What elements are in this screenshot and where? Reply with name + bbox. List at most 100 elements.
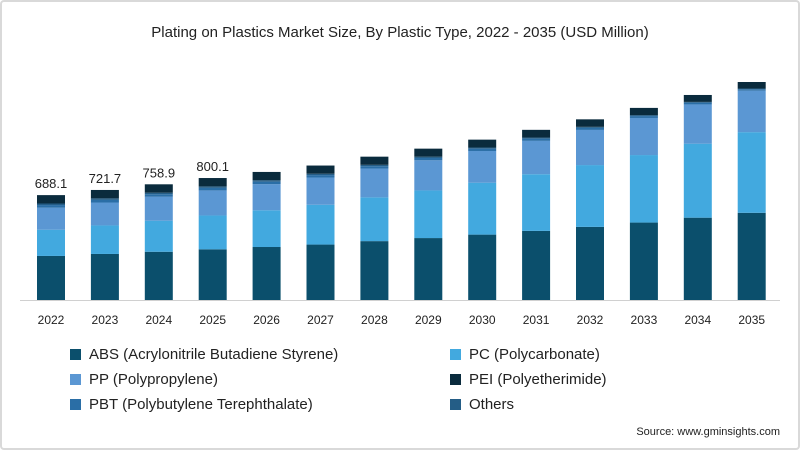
bar-segment-2030-0 [468, 234, 497, 300]
bar-segment-2025-5 [198, 178, 227, 187]
bar-segment-2032-4 [576, 126, 604, 128]
bar-segment-2022-3 [37, 205, 65, 208]
bar-segment-2025-1 [198, 215, 227, 250]
bar-segment-2034-1 [683, 143, 712, 218]
x-tick-label: 2030 [469, 313, 496, 327]
data-label: 758.9 [143, 165, 176, 180]
bar-segment-2028-2 [360, 168, 389, 198]
bar-segment-2031-4 [522, 137, 551, 139]
bar-segment-2024-0 [144, 251, 173, 300]
bar-segment-2028-5 [360, 156, 389, 165]
legend-label: PEI (Polyetherimide) [469, 371, 607, 388]
bar-segment-2031-2 [522, 140, 551, 175]
legend-item: PC (Polycarbonate) [450, 346, 600, 363]
bar-segment-2028-1 [360, 197, 389, 242]
x-tick-label: 2026 [253, 313, 280, 327]
legend-item: PBT (Polybutylene Terephthalate) [70, 396, 313, 413]
bar-segment-2028-4 [360, 164, 389, 167]
bar-segment-2025-0 [198, 249, 227, 300]
bar-segment-2023-3 [90, 199, 119, 203]
bar-segment-2032-0 [576, 226, 604, 300]
bar-segment-2023-5 [90, 189, 119, 199]
legend-swatch [70, 399, 81, 410]
bar-segment-2030-1 [468, 182, 497, 235]
bar-segment-2022-0 [37, 255, 65, 300]
x-tick-label: 2027 [307, 313, 334, 327]
bar-segment-2034-0 [683, 217, 712, 300]
legend-label: ABS (Acrylonitrile Butadiene Styrene) [89, 346, 339, 363]
bar-segment-2026-1 [252, 210, 281, 248]
bar-segment-2027-5 [306, 165, 335, 174]
legend-swatch [70, 349, 81, 360]
legend-item: PP (Polypropylene) [70, 371, 218, 388]
bar-segment-2024-5 [144, 184, 173, 193]
bar-segment-2024-3 [144, 194, 173, 197]
bar-segment-2035-4 [737, 88, 766, 90]
bar-segment-2026-2 [252, 184, 281, 211]
bar-segment-2022-4 [37, 203, 65, 206]
x-tick-label: 2023 [92, 313, 119, 327]
bar-segment-2035-2 [737, 90, 766, 133]
data-label: 800.1 [196, 159, 229, 174]
chart-title: Plating on Plastics Market Size, By Plas… [151, 24, 649, 41]
bar-segment-2028-3 [360, 166, 389, 169]
bar-segment-2033-4 [629, 115, 658, 117]
bar-segment-2027-4 [306, 173, 335, 176]
bar-segment-2030-3 [468, 148, 497, 151]
bar-segment-2032-1 [576, 165, 604, 227]
bar-segment-2032-3 [576, 127, 604, 130]
bar-segment-2024-2 [144, 196, 173, 221]
legend-item: Others [450, 396, 514, 413]
bar-segment-2023-0 [90, 253, 119, 300]
bar-segment-2022-5 [37, 195, 65, 204]
bar-segment-2030-2 [468, 150, 497, 183]
legend-label: Others [469, 396, 515, 413]
legend-swatch [450, 374, 461, 385]
bar-segment-2029-5 [414, 148, 443, 157]
bar-segment-2026-3 [252, 181, 281, 185]
bar-segment-2022-1 [37, 229, 65, 256]
bar-segment-2031-5 [522, 129, 551, 138]
bar-segment-2033-2 [629, 117, 658, 156]
bar-segment-2032-5 [576, 119, 604, 127]
bar-segment-2035-5 [737, 82, 766, 89]
bar-segment-2031-0 [522, 230, 551, 300]
legend-label: PP (Polypropylene) [89, 371, 218, 388]
source-note: Source: www.gminsights.com [636, 426, 780, 438]
bar-segment-2027-2 [306, 177, 335, 205]
x-tick-label: 2029 [415, 313, 442, 327]
legend-swatch [450, 349, 461, 360]
bar-segment-2025-4 [198, 186, 227, 188]
bar-segment-2033-5 [629, 107, 658, 116]
bar-segment-2029-0 [414, 238, 443, 300]
data-label: 688.1 [35, 176, 68, 191]
bar-segment-2029-3 [414, 157, 443, 161]
bar-segment-2033-1 [629, 155, 658, 223]
x-tick-label: 2033 [631, 313, 658, 327]
bar-segment-2031-1 [522, 174, 551, 231]
bar-segment-2027-1 [306, 204, 335, 245]
x-tick-label: 2028 [361, 313, 388, 327]
legend-label: PBT (Polybutylene Terephthalate) [89, 396, 313, 413]
legend-swatch [450, 399, 461, 410]
legend-item: ABS (Acrylonitrile Butadiene Styrene) [70, 346, 338, 363]
x-tick-label: 2032 [577, 313, 604, 327]
bar-segment-2026-0 [252, 247, 281, 300]
bar-segment-2035-3 [737, 89, 766, 91]
legend-label: PC (Polycarbonate) [469, 346, 600, 363]
bar-segment-2024-4 [144, 192, 173, 195]
bar-segment-2029-1 [414, 190, 443, 239]
bar-segment-2026-5 [252, 171, 281, 181]
bar-segment-2023-4 [90, 198, 119, 200]
bar-segment-2022-2 [37, 207, 65, 230]
x-tick-label: 2024 [145, 313, 172, 327]
bar-segment-2027-3 [306, 175, 335, 178]
bar-segment-2023-1 [90, 225, 119, 254]
bar-segment-2026-4 [252, 180, 281, 182]
bar-segment-2030-5 [468, 139, 497, 148]
bar-segment-2032-2 [576, 129, 604, 166]
bar-segment-2034-3 [683, 102, 712, 105]
bar-segment-2035-0 [737, 212, 766, 300]
